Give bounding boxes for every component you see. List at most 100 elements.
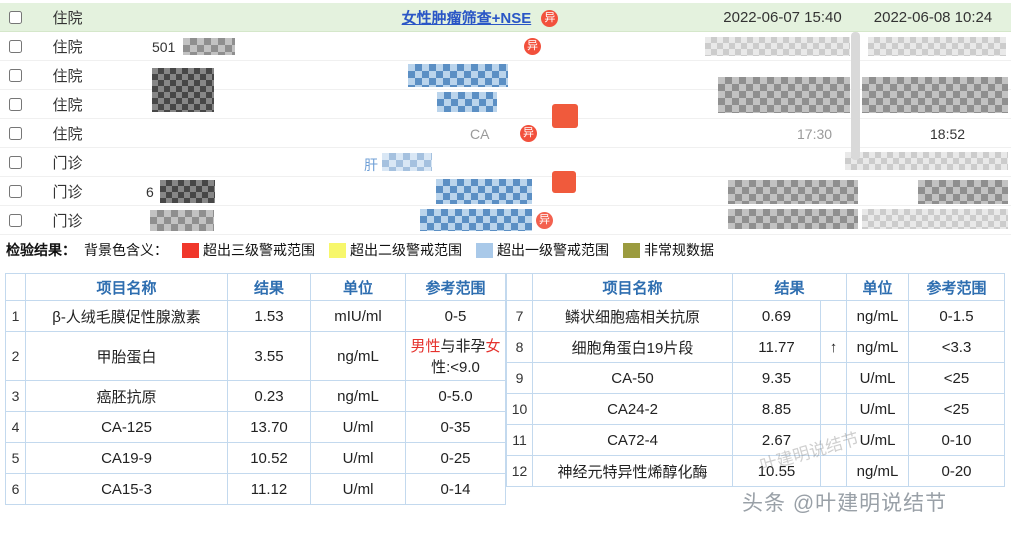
abnormal-badge: 异 [536, 212, 553, 229]
row-checkbox[interactable] [8, 68, 22, 82]
ref-range-cell: 0-20 [908, 455, 1005, 487]
redacted-mosaic [420, 209, 532, 231]
result-cell: 11.77 [732, 331, 821, 363]
result-row: 11 CA72-4 2.67 U/mL 0-10 [506, 424, 1005, 456]
visit-type-label: 住院 [52, 9, 83, 27]
item-name-cell: 神经元特异性烯醇化酶 [532, 455, 733, 487]
unit-cell: U/mL [846, 362, 909, 394]
redacted-mosaic [150, 210, 214, 231]
redacted-mosaic [862, 209, 1008, 229]
row-number: 6 [5, 473, 26, 505]
row-number: 7 [506, 300, 533, 332]
row-number: 4 [5, 411, 26, 443]
ref-range-header: 参考范围 [405, 273, 506, 301]
row-number: 2 [5, 331, 26, 381]
unit-cell: U/mL [846, 424, 909, 456]
result-cell: 10.52 [227, 442, 311, 474]
result-row: 8 细胞角蛋白19片段 11.77 ↑ ng/mL <3.3 [506, 331, 1005, 363]
redacted-mosaic [183, 38, 235, 55]
result-row: 10 CA24-2 8.85 U/mL <25 [506, 393, 1005, 425]
legend-swatch-blue [476, 242, 493, 258]
item-name-cell: CA15-3 [25, 473, 228, 505]
record-row[interactable]: 住院 [0, 61, 1011, 113]
arrow-up-icon [820, 300, 847, 332]
unit-cell: mIU/ml [310, 300, 406, 332]
legend-item-label: 超出三级警戒范围 [203, 242, 315, 258]
row-number: 5 [5, 442, 26, 474]
result-row: 9 CA-50 9.35 U/mL <25 [506, 362, 1005, 394]
record-row[interactable]: 门诊 肝 [0, 148, 1011, 177]
unit-cell: U/ml [310, 473, 406, 505]
scrollbar-thumb[interactable] [851, 32, 860, 160]
row-checkbox[interactable] [8, 213, 22, 227]
result-row: 1 β-人绒毛膜促性腺激素 1.53 mIU/ml 0-5 [5, 300, 506, 332]
result-cell: 9.35 [732, 362, 821, 394]
item-name-cell: CA72-4 [532, 424, 733, 456]
checkbox-cell [0, 68, 30, 82]
row-checkbox[interactable] [8, 10, 22, 24]
legend-swatch-red [182, 242, 199, 258]
legend-swatch-yellow [329, 242, 346, 258]
test-name-cell: 女性肿瘤筛查+NSE 异 [250, 7, 710, 28]
result-row: 3 癌胚抗原 0.23 ng/mL 0-5.0 [5, 380, 506, 412]
result-cell: 0.69 [732, 300, 821, 332]
redacted-mosaic [705, 37, 850, 56]
ref-range-cell: <25 [908, 393, 1005, 425]
checkbox-cell [0, 213, 30, 227]
arrow-up-icon [820, 455, 847, 487]
patient-id-fragment: 501 [152, 39, 176, 55]
result-cell: 8.85 [732, 393, 821, 425]
patient-id-fragment: 6 [146, 184, 154, 200]
record-row[interactable]: 门诊 异 [0, 206, 1011, 235]
unit-header: 单位 [310, 273, 406, 301]
arrow-up-icon: ↑ [820, 331, 847, 363]
redacted-mosaic [728, 180, 858, 204]
result-cell: 10.55 [732, 455, 821, 487]
unit-cell: U/ml [310, 411, 406, 443]
item-name-header: 项目名称 [532, 273, 733, 301]
ref-range-cell: 0-5 [405, 300, 506, 332]
test-name-fragment: CA [470, 126, 490, 142]
ref-range-cell: 0-5.0 [405, 380, 506, 412]
unit-cell: ng/mL [846, 300, 909, 332]
arrow-up-icon [820, 393, 847, 425]
redacted-mosaic [918, 180, 1008, 204]
redacted-mosaic [437, 92, 497, 112]
row-checkbox[interactable] [8, 126, 22, 140]
row-checkbox[interactable] [8, 39, 22, 53]
row-number: 3 [5, 380, 26, 412]
result-cell: 11.12 [227, 473, 311, 505]
results-table-right: 项目名称 结果 单位 参考范围 7 鳞状细胞癌相关抗原 0.69 ng/mL 0… [506, 273, 1005, 487]
abnormal-badge: 异 [524, 38, 541, 55]
record-row[interactable]: 住院 501 异 [0, 32, 1011, 61]
redacted-mosaic [382, 153, 432, 171]
result-row: 4 CA-125 13.70 U/ml 0-35 [5, 411, 506, 443]
visit-type-label: 住院 [52, 96, 83, 114]
redacted-mosaic [728, 209, 858, 229]
record-row[interactable]: 住院 女性肿瘤筛查+NSE 异 2022-06-07 15:40 2022-06… [0, 3, 1011, 32]
ref-range-header: 参考范围 [908, 273, 1005, 301]
result-row: 7 鳞状细胞癌相关抗原 0.69 ng/mL 0-1.5 [506, 300, 1005, 332]
legend-label: 背景色含义： [84, 242, 168, 258]
test-name-fragment: 肝 [364, 157, 378, 173]
result-cell: 0.23 [227, 380, 311, 412]
row-checkbox[interactable] [8, 97, 22, 111]
checkbox-cell [0, 155, 30, 169]
item-name-cell: β-人绒毛膜促性腺激素 [25, 300, 228, 332]
checkbox-cell [0, 39, 30, 53]
record-row[interactable]: 门诊 6 [0, 171, 1011, 206]
row-checkbox[interactable] [8, 155, 22, 169]
redacted-highlight [552, 104, 578, 128]
test-name-link[interactable]: 女性肿瘤筛查+NSE [401, 9, 532, 27]
ref-range-cell: <3.3 [908, 331, 1005, 363]
ref-range-cell: 0-25 [405, 442, 506, 474]
record-row[interactable]: 住院 CA 异 17:30 18:52 [0, 119, 1011, 148]
ref-range-cell: 0-1.5 [908, 300, 1005, 332]
ref-range-cell: 0-35 [405, 411, 506, 443]
row-checkbox[interactable] [8, 184, 22, 198]
unit-cell: ng/mL [310, 331, 406, 381]
redacted-mosaic [152, 68, 214, 112]
unit-cell: ng/mL [310, 380, 406, 412]
legend-swatch-olive [623, 242, 640, 258]
legend-prefix: 检验结果： [6, 242, 76, 258]
